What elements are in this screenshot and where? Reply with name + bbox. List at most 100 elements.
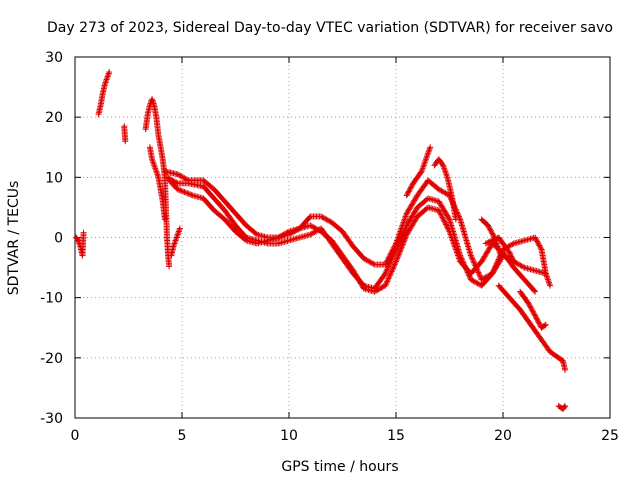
- data-point: [161, 216, 168, 223]
- data-point: [437, 210, 444, 217]
- data-point: [534, 318, 541, 325]
- data-point: [408, 183, 415, 190]
- data-point: [181, 189, 188, 196]
- data-point: [441, 218, 448, 225]
- data-point: [535, 319, 542, 326]
- data-point: [487, 226, 494, 233]
- data-point: [390, 264, 397, 271]
- data-point: [389, 255, 396, 262]
- chart-title: Day 273 of 2023, Sidereal Day-to-day VTE…: [47, 20, 613, 36]
- data-point: [490, 231, 497, 238]
- data-point: [382, 269, 389, 276]
- axis-ticks: 0 5 10 15 20 25 30 20 10 0 -10 -20 -30: [40, 50, 619, 444]
- data-point: [398, 244, 405, 251]
- data-point: [407, 185, 414, 192]
- data-point: [509, 241, 516, 248]
- data-point: [470, 258, 477, 265]
- data-point: [388, 256, 395, 263]
- data-point: [398, 235, 405, 242]
- data-point: [427, 144, 434, 151]
- data-point: [383, 267, 390, 274]
- x-tick-label: 20: [494, 428, 512, 444]
- data-point: [488, 229, 495, 236]
- data-point: [384, 276, 391, 283]
- data-point: [386, 260, 393, 267]
- data-point: [394, 243, 401, 250]
- data-point: [438, 213, 445, 220]
- data-point: [387, 259, 394, 266]
- data-point: [489, 230, 496, 237]
- data-point: [394, 242, 401, 249]
- data-point: [180, 188, 187, 195]
- data-point: [476, 272, 483, 279]
- data-point: [468, 253, 475, 260]
- data-point: [529, 307, 536, 314]
- data-point: [520, 263, 527, 270]
- data-point: [392, 247, 399, 254]
- data-point: [445, 225, 452, 232]
- data-point: [176, 186, 183, 193]
- data-point: [537, 245, 544, 252]
- data-point: [485, 239, 492, 246]
- data-point: [391, 261, 398, 268]
- y-tick-label: 0: [54, 231, 63, 247]
- data-point: [508, 253, 515, 260]
- data-point: [182, 189, 189, 196]
- data-point: [177, 187, 184, 194]
- data-point: [542, 270, 549, 277]
- data-point: [390, 252, 397, 259]
- data-point: [437, 211, 444, 218]
- data-point: [385, 263, 392, 270]
- data-point: [547, 282, 554, 289]
- data-point: [436, 208, 443, 215]
- data-point: [486, 238, 493, 245]
- data-point: [176, 225, 183, 232]
- data-point: [386, 272, 393, 279]
- data-point: [384, 264, 391, 271]
- data-point: [527, 304, 534, 311]
- data-point: [531, 311, 538, 318]
- data-point: [529, 308, 536, 315]
- data-point: [74, 236, 81, 243]
- data-point: [435, 207, 442, 214]
- data-point: [452, 216, 459, 223]
- x-tick-label: 15: [387, 428, 405, 444]
- data-point: [393, 258, 399, 265]
- data-point: [497, 252, 504, 259]
- data-point: [403, 223, 410, 230]
- y-tick-label: -30: [40, 411, 63, 427]
- data-point: [442, 221, 449, 228]
- y-tick-label: -10: [40, 291, 63, 307]
- data-point: [394, 255, 401, 262]
- data-point: [507, 252, 514, 259]
- data-point: [383, 260, 390, 267]
- data-point: [399, 230, 406, 237]
- data-point: [395, 251, 402, 258]
- y-axis-label: SDTVAR / TECUs: [6, 181, 22, 296]
- data-point: [488, 238, 495, 245]
- data-point: [443, 222, 450, 229]
- data-point: [469, 256, 476, 263]
- data-point: [387, 257, 394, 264]
- data-point: [467, 252, 474, 259]
- data-point: [382, 261, 389, 268]
- data-point: [440, 215, 447, 222]
- data-point: [485, 222, 492, 229]
- data-point: [396, 238, 403, 245]
- x-tick-label: 5: [178, 428, 187, 444]
- data-point: [185, 190, 192, 197]
- data-point: [561, 403, 568, 410]
- data-point: [398, 245, 405, 252]
- data-point: [533, 237, 540, 244]
- data-point: [541, 322, 548, 329]
- data-point: [122, 138, 129, 145]
- data-point: [106, 69, 113, 76]
- data-point: [382, 282, 389, 289]
- data-marks: [73, 69, 569, 412]
- data-point: [439, 161, 446, 168]
- data-point: [401, 237, 408, 244]
- data-point: [510, 257, 517, 264]
- data-point: [384, 266, 391, 273]
- data-point: [284, 229, 291, 236]
